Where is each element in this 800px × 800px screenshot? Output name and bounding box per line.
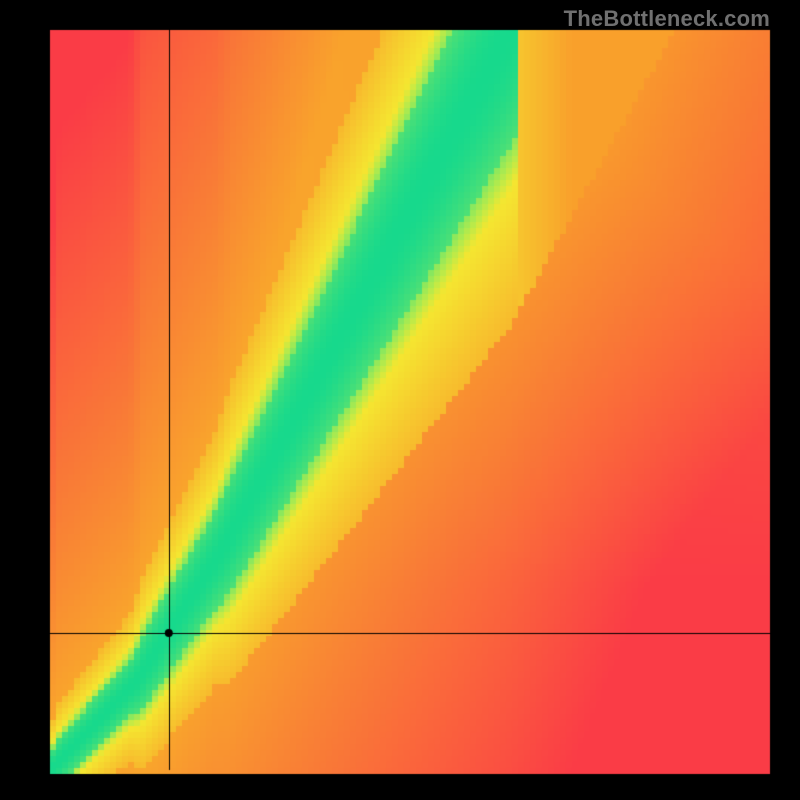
chart-container: TheBottleneck.com <box>0 0 800 800</box>
watermark-text: TheBottleneck.com <box>564 6 770 32</box>
heatmap-canvas <box>0 0 800 800</box>
